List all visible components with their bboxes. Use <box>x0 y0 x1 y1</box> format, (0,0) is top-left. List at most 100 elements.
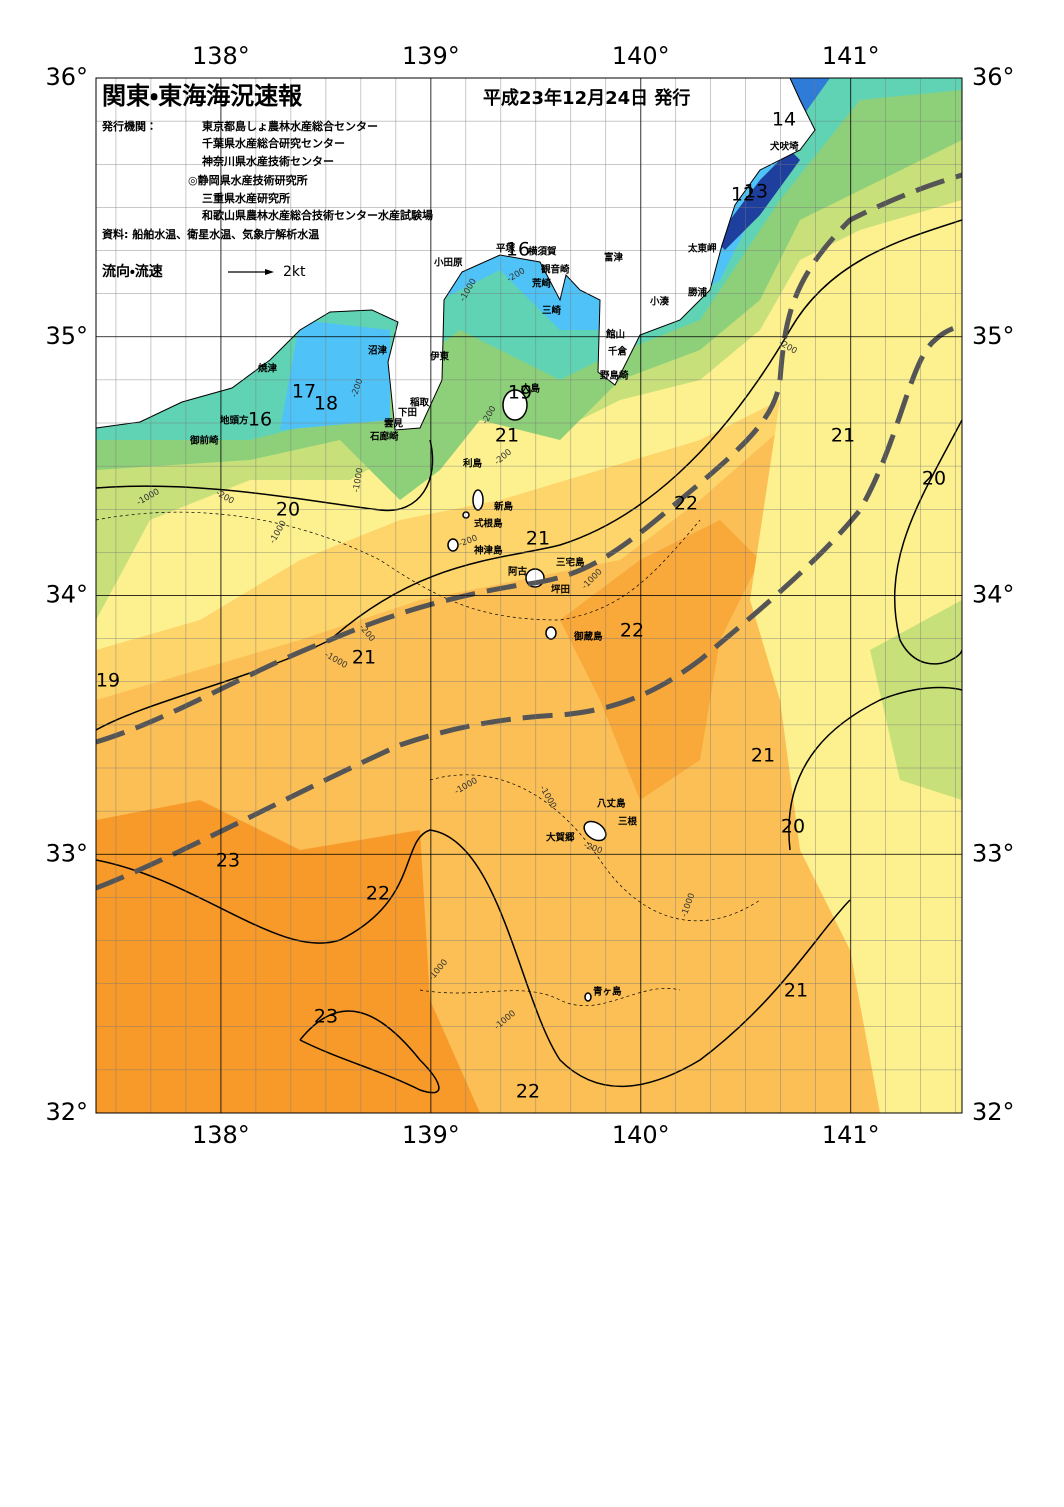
place-name: 館山 <box>605 329 625 341</box>
place-name: 大島 <box>521 383 541 395</box>
place-name: 勝浦 <box>688 287 708 299</box>
title: 関東・東海海況速報 <box>102 82 303 110</box>
isotherm-label: 18 <box>314 393 338 415</box>
isotherm-label: 20 <box>922 468 946 490</box>
place-name: 犬吠埼 <box>769 141 799 153</box>
isotherm <box>96 829 851 1088</box>
place-name: 神津島 <box>473 545 503 557</box>
land <box>95 77 816 431</box>
island <box>472 489 484 511</box>
isotherm-label: 20 <box>781 816 805 838</box>
current-path <box>96 172 962 745</box>
place-name: 伊東 <box>429 351 450 363</box>
isotherm <box>788 686 962 851</box>
place-name: 小湊 <box>649 296 670 308</box>
issuer-label: 発行機関： <box>101 119 157 133</box>
sst-pale-yellow <box>750 300 962 1113</box>
y-tick-label: 32° <box>45 1098 88 1126</box>
place-name: 稲取 <box>410 397 430 409</box>
sst-warm <box>560 520 760 800</box>
place-name: 千倉 <box>608 346 628 358</box>
isotherm-label: 14 <box>772 109 796 131</box>
place-name: 太東岬 <box>687 243 717 255</box>
place-name: 利島 <box>462 458 483 470</box>
place-name: 新島 <box>493 501 514 513</box>
isotherm-label: 23 <box>314 1006 338 1028</box>
place-name: 石廊崎 <box>369 431 399 443</box>
y-tick-label: 33° <box>972 839 1015 867</box>
y-tick-label: 36° <box>972 63 1015 91</box>
legend-speed: 2kt <box>283 264 306 280</box>
place-name: 横須賀 <box>528 246 557 258</box>
isotherm-label: 20 <box>276 499 300 521</box>
island <box>584 992 592 1002</box>
place-name: 式根島 <box>474 518 503 530</box>
place-name: 地頭方 <box>220 415 249 427</box>
y-tick-label: 36° <box>45 63 88 91</box>
isotherm-label: 21 <box>831 425 855 447</box>
isotherm-label: 21 <box>751 745 775 767</box>
island <box>545 626 557 640</box>
isotherm-label: 17 <box>292 381 316 403</box>
issuer: 千葉県水産総合研究センター <box>202 136 345 150</box>
place-name: 坪田 <box>551 584 570 596</box>
sst-dark-blue <box>715 150 800 250</box>
issuer: ◎静岡県水産技術研究所 <box>188 173 308 187</box>
isotherm-label: 23 <box>216 850 240 872</box>
island <box>502 389 528 421</box>
isotherm-label: 22 <box>516 1081 540 1103</box>
isotherm-label: 12 <box>731 184 755 206</box>
issuer: 東京都島しょ農林水産総合センター <box>202 119 378 133</box>
isotherm-label: 19 <box>508 382 532 404</box>
x-tick-label: 141° <box>822 42 880 70</box>
place-name: 青ヶ島 <box>593 986 622 998</box>
y-tick-label: 35° <box>45 322 88 350</box>
place-name: 沼津 <box>368 345 388 357</box>
isotherm <box>893 419 962 665</box>
issuer: 三重県水産研究所 <box>202 191 290 205</box>
isotherm <box>299 1010 440 1094</box>
isotherm-label: 22 <box>620 620 644 642</box>
isotherm-label: 21 <box>495 425 519 447</box>
isotherm-label: 22 <box>674 493 698 515</box>
island <box>447 538 459 552</box>
x-tick-label: 138° <box>192 1121 250 1149</box>
depth-contour <box>419 988 681 1006</box>
issue-date: 平成23年12月24日 発行 <box>483 87 690 109</box>
y-tick-label: 34° <box>972 581 1015 609</box>
x-tick-label: 140° <box>612 1121 670 1149</box>
place-name: 八丈島 <box>597 798 626 810</box>
issuer: 和歌山県農林水産総合技術センター水産試験場 <box>202 208 433 222</box>
place-name: 下田 <box>398 408 417 419</box>
isotherm-label: 19 <box>96 670 120 692</box>
depth-label: -1000 <box>351 467 365 493</box>
y-tick-label: 32° <box>972 1098 1015 1126</box>
place-name: 三崎 <box>542 305 562 317</box>
place-name: 荒崎 <box>531 278 552 290</box>
map-frame <box>95 77 963 1114</box>
place-name: 小田原 <box>433 257 463 269</box>
sst-light-green <box>870 600 962 800</box>
place-name: 三根 <box>618 816 638 828</box>
place-name: 雲見 <box>384 418 404 430</box>
isotherm-label: 16 <box>506 239 530 261</box>
place-name: 御蔵島 <box>573 631 603 643</box>
isotherm-label: 21 <box>784 980 808 1002</box>
isotherm <box>96 439 434 512</box>
place-name: 富津 <box>604 252 624 264</box>
place-name: 観音崎 <box>541 264 570 276</box>
isotherm-label: 21 <box>526 528 550 550</box>
x-tick-label: 140° <box>612 42 670 70</box>
y-tick-label: 33° <box>45 839 88 867</box>
legend-label: 流向・流速 <box>102 263 163 280</box>
y-tick-label: 35° <box>972 322 1015 350</box>
place-name: 阿古 <box>508 566 528 578</box>
kuroshio-axis <box>96 172 962 891</box>
x-tick-label: 141° <box>822 1121 880 1149</box>
sst-warm <box>96 800 480 1113</box>
sst-light-blue <box>280 320 390 430</box>
isotherm-label: 22 <box>366 883 390 905</box>
isotherm-label: 16 <box>248 409 272 431</box>
